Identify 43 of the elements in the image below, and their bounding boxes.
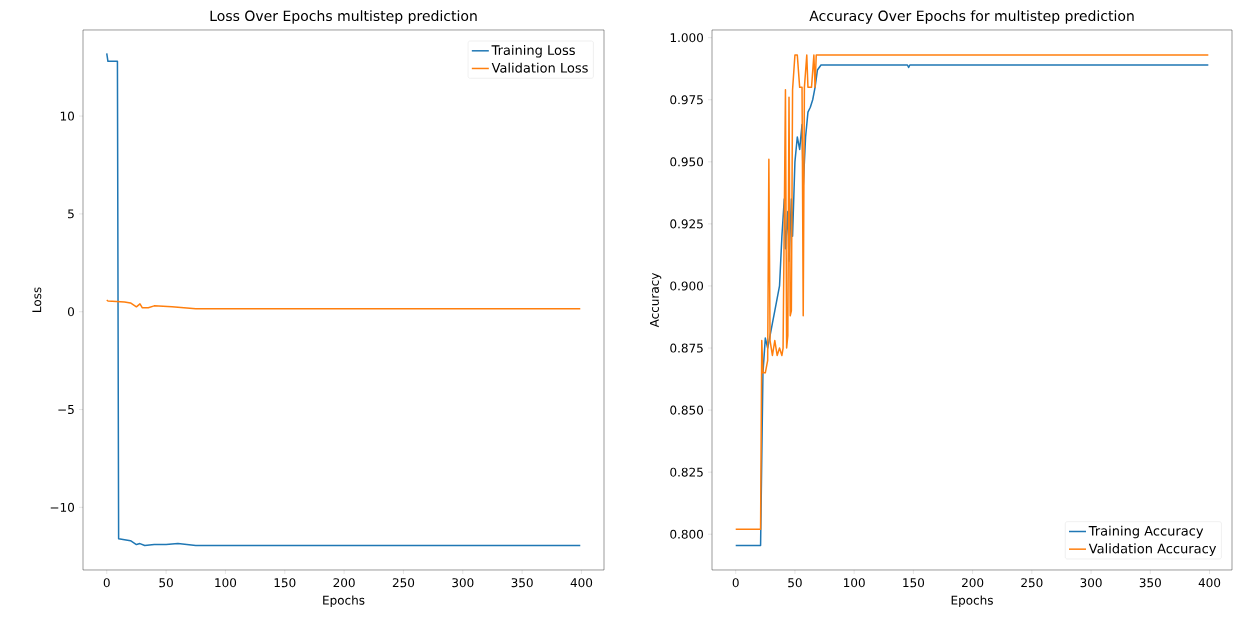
legend-label: Training Accuracy bbox=[1088, 525, 1204, 539]
y-tick-label: −10 bbox=[50, 502, 75, 512]
x-tick-label: 400 bbox=[570, 578, 593, 588]
legend-label: Training Loss bbox=[491, 44, 575, 58]
x-tick-label: 50 bbox=[159, 578, 173, 588]
y-tick-label: 0.975 bbox=[670, 95, 703, 105]
x-tick-label: 250 bbox=[1021, 578, 1043, 588]
x-axis-title: Epochs bbox=[951, 595, 993, 608]
y-tick-label: 0.950 bbox=[670, 157, 704, 167]
y-axis-title: Loss bbox=[32, 287, 42, 312]
x-tick-label: 100 bbox=[215, 578, 237, 588]
y-tick-label: 0 bbox=[67, 307, 75, 317]
x-tick-label: 400 bbox=[1198, 578, 1221, 588]
legend-label: Validation Accuracy bbox=[1088, 543, 1217, 556]
x-tick-label: 50 bbox=[788, 578, 802, 588]
y-tick-label: 0.850 bbox=[670, 405, 704, 415]
x-tick-label: 300 bbox=[1080, 578, 1102, 588]
x-tick-label: 300 bbox=[452, 578, 474, 588]
x-tick-label: 200 bbox=[962, 578, 984, 588]
x-tick-label: 150 bbox=[274, 578, 296, 588]
y-tick-label: 0.875 bbox=[670, 343, 703, 353]
y-axis-title: Accuracy bbox=[650, 272, 662, 328]
x-tick-label: 150 bbox=[903, 578, 925, 588]
x-tick-label: 100 bbox=[844, 578, 865, 588]
x-axis-title: Epochs bbox=[323, 595, 365, 608]
chart-title: Accuracy Over Epochs for multistep prediction bbox=[809, 10, 1134, 24]
y-tick-label: 1.000 bbox=[670, 33, 704, 43]
y-tick-label: 0.825 bbox=[670, 467, 703, 477]
y-tick-label: 10 bbox=[60, 111, 75, 121]
y-tick-label: 0.925 bbox=[670, 219, 703, 229]
line-series bbox=[105, 299, 582, 310]
x-tick-label: 0 bbox=[103, 578, 110, 588]
y-tick-label: −5 bbox=[58, 405, 74, 415]
x-tick-label: 0 bbox=[732, 578, 739, 588]
x-tick-label: 350 bbox=[511, 578, 533, 588]
x-tick-label: 350 bbox=[1139, 578, 1161, 588]
legend-label: Validation Loss bbox=[491, 62, 588, 73]
x-tick-label: 250 bbox=[392, 578, 415, 588]
y-tick-label: 0.800 bbox=[670, 529, 704, 539]
chart-title: Loss Over Epochs multistep prediction bbox=[210, 10, 477, 24]
x-tick-label: 200 bbox=[333, 578, 355, 588]
y-tick-label: 0.900 bbox=[670, 281, 704, 291]
y-tick-label: 5 bbox=[68, 209, 74, 219]
